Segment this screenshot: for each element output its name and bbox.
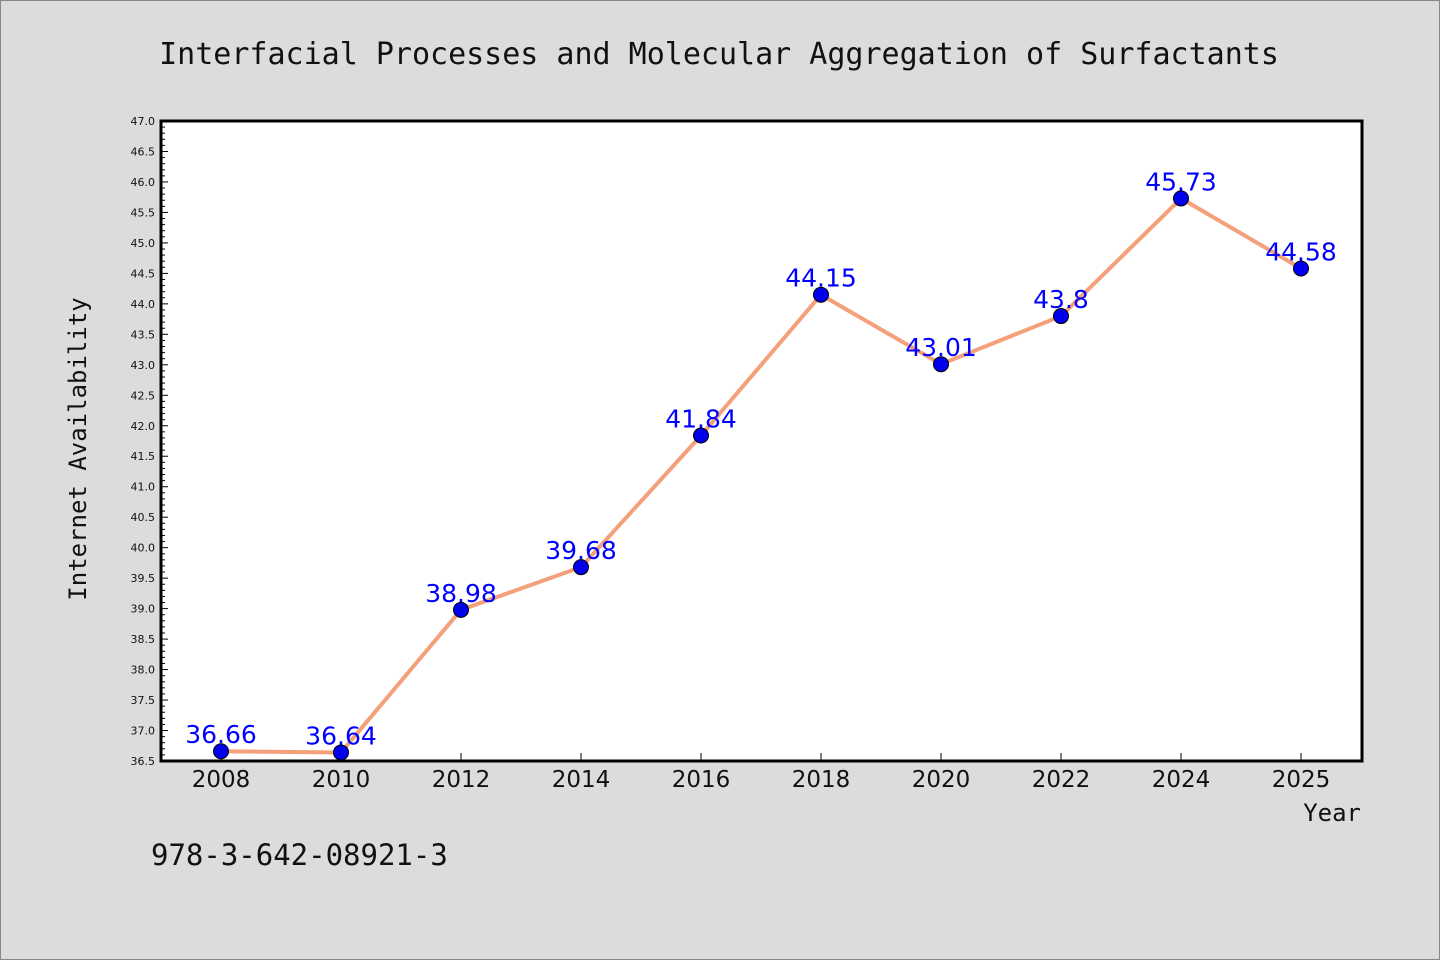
x-axis-label: Year (1303, 799, 1361, 827)
data-point (813, 286, 829, 303)
data-value-label: 38.98 (425, 579, 497, 608)
data-value-label: 45.73 (1145, 167, 1217, 196)
y-tick-label: 45.5 (131, 206, 156, 219)
data-value-label: 39.68 (545, 536, 617, 565)
y-tick-label: 42.0 (131, 420, 156, 433)
y-tick-label: 40.5 (131, 511, 156, 524)
data-point (1053, 308, 1069, 325)
y-tick-label: 43.0 (131, 359, 156, 372)
x-tick-label: 2014 (552, 767, 611, 793)
y-tick-label: 40.0 (131, 542, 156, 555)
y-tick-label: 36.5 (131, 755, 156, 768)
y-tick-label: 44.0 (131, 298, 156, 311)
y-tick-label: 42.5 (131, 389, 156, 402)
data-point (693, 427, 709, 444)
data-point (1173, 190, 1189, 207)
y-tick-label: 46.0 (131, 176, 156, 189)
y-tick-label: 41.0 (131, 481, 156, 494)
data-value-label: 43.01 (905, 333, 977, 362)
isbn-text: 978-3-642-08921-3 (151, 838, 448, 872)
series-line-group (220, 196, 1303, 755)
data-value-label: 36.66 (185, 720, 257, 749)
data-value-label: 44.58 (1265, 238, 1337, 267)
data-point (573, 559, 589, 576)
y-axis-label: Internet Availability (64, 297, 92, 600)
y-tick-label: 45.0 (131, 237, 156, 250)
data-value-label: 44.15 (785, 264, 857, 293)
x-axis-ticks: 2008 2010 2012 2014 2016 2018 2020 2022 2024 2025 (192, 753, 1331, 793)
y-tick-label: 41.5 (131, 450, 156, 463)
data-point (453, 601, 469, 618)
x-tick-label: 2024 (1152, 767, 1211, 793)
y-tick-label: 38.5 (131, 633, 156, 646)
y-tick-label: 43.5 (131, 328, 156, 341)
y-tick-label: 39.5 (131, 572, 156, 585)
y-tick-label: 37.0 (131, 725, 156, 738)
data-value-label: 41.84 (665, 405, 737, 434)
data-point (1293, 260, 1309, 277)
x-tick-label: 2020 (912, 767, 971, 793)
x-tick-label: 2012 (432, 767, 491, 793)
y-tick-label: 46.5 (131, 145, 156, 158)
y-tick-label: 44.5 (131, 267, 156, 280)
x-tick-label: 2018 (792, 767, 851, 793)
data-point (933, 356, 949, 373)
data-labels: 36.66 36.64 38.98 39.68 41.84 44.15 43.01 43.8 4… (185, 167, 1337, 750)
series-line (220, 196, 1303, 755)
y-tick-label: 47.0 (131, 115, 156, 128)
y-tick-label: 38.0 (131, 664, 156, 677)
x-tick-label: 2010 (312, 767, 371, 793)
y-tick-label: 39.0 (131, 603, 156, 616)
x-tick-label: 2025 (1272, 767, 1331, 793)
data-value-label: 43.8 (1033, 285, 1089, 314)
chart-title: Interfacial Processes and Molecular Aggr… (159, 37, 1279, 72)
y-tick-label: 37.5 (131, 694, 156, 707)
x-tick-label: 2008 (192, 767, 251, 793)
data-point (213, 743, 229, 760)
x-tick-label: 2016 (672, 767, 731, 793)
plot-frame (159, 119, 1364, 763)
x-tick-label: 2022 (1032, 767, 1091, 793)
data-value-label: 36.64 (305, 721, 377, 750)
data-markers (213, 190, 1309, 761)
plot-area (161, 121, 1362, 761)
